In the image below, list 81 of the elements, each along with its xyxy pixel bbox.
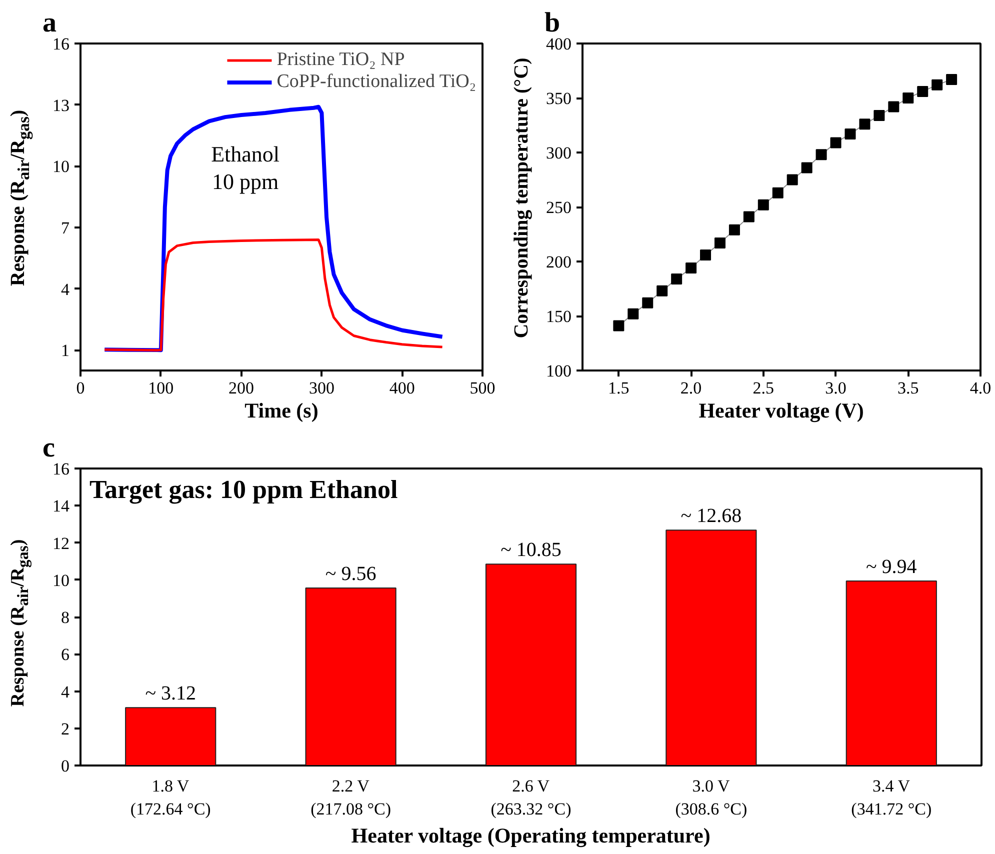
annotation: Target gas: 10 ppm Ethanol <box>90 474 398 504</box>
x-tick-label: 3.5 <box>898 378 919 398</box>
point <box>844 128 856 140</box>
y-tick-label: 14 <box>52 496 70 516</box>
x-tick-label: 0 <box>76 378 85 398</box>
legend-label: CoPP-functionalized TiO₂ <box>276 71 476 93</box>
y-tick-label: 100 <box>546 362 572 380</box>
point <box>874 110 885 121</box>
x-tick-label: 100 <box>148 378 174 398</box>
y-tick-label: 300 <box>546 144 572 162</box>
y-tick-label: 250 <box>546 198 572 217</box>
x-tick-label: 2.2 V (217.08 °C) <box>310 776 392 818</box>
point <box>786 174 798 186</box>
x-tick-label: 200 <box>228 378 254 398</box>
point <box>859 118 870 130</box>
point <box>917 86 928 97</box>
y-tick-label: 12 <box>52 534 70 553</box>
y-tick-label: 1 <box>61 341 70 360</box>
data-label: ~ 9.56 <box>325 563 376 586</box>
x-tick-label: 3.4 V (341.72 °C) <box>851 776 932 818</box>
x-tick-label: 500 <box>470 378 496 398</box>
point <box>801 162 812 174</box>
y-tick-label: 4 <box>61 682 70 702</box>
y-tick-label: 200 <box>546 252 572 272</box>
y-tick-label: 0 <box>61 756 70 776</box>
point <box>714 237 726 248</box>
point <box>816 149 827 160</box>
data-label: ~ 10.85 <box>500 539 562 562</box>
x-tick-label: 4.0 <box>970 378 992 398</box>
point <box>830 137 842 148</box>
x-axis-title: Heater voltage (V) <box>698 398 864 422</box>
y-tick-label: 8 <box>61 608 70 627</box>
x-axis-title: Heater voltage (Operating temperature) <box>351 823 710 848</box>
chart-title: c <box>42 432 55 464</box>
point <box>613 320 624 332</box>
y-tick-label: 16 <box>52 460 70 478</box>
data-label: ~ 12.68 <box>680 505 742 528</box>
y-tick-label: 13 <box>52 96 70 115</box>
point <box>902 92 914 104</box>
y-tick-label: 350 <box>546 89 572 108</box>
y-tick-label: 10 <box>52 570 70 590</box>
x-tick-label: 1.5 <box>608 378 630 398</box>
data-label: ~ 3.12 <box>145 682 196 705</box>
point <box>671 273 682 284</box>
x-tick-label: 2.5 <box>752 378 774 398</box>
point <box>728 224 740 236</box>
point <box>772 187 784 198</box>
x-tick-label: 300 <box>308 378 334 398</box>
y-tick-label: 4 <box>61 280 70 299</box>
point <box>946 74 958 85</box>
annotation: Ethanol 10 ppm <box>211 142 280 194</box>
y-tick-label: 2 <box>61 719 70 738</box>
x-tick-label: 3.0 <box>825 378 846 398</box>
point <box>642 297 654 308</box>
y-tick-label: 6 <box>61 645 70 664</box>
x-tick-label: 2.0 <box>680 378 702 398</box>
x-tick-label: 400 <box>389 378 415 398</box>
x-axis-title: Time (s) <box>244 398 318 422</box>
y-tick-label: 150 <box>546 307 572 326</box>
data-label: ~ 9.94 <box>866 556 917 578</box>
point <box>700 249 712 260</box>
point <box>743 211 754 222</box>
bar <box>125 707 216 766</box>
bar <box>485 564 577 766</box>
y-axis-title: Corresponding temperature (°C) <box>510 57 534 338</box>
point <box>932 79 943 90</box>
point <box>758 199 769 210</box>
point <box>628 308 639 320</box>
bar <box>846 580 937 766</box>
line-series <box>103 238 444 352</box>
y-tick-label: 10 <box>52 157 70 176</box>
y-tick-label: 7 <box>61 218 70 238</box>
legend-label: Pristine TiO₂ NP <box>276 49 405 71</box>
bar <box>305 588 396 766</box>
bar <box>666 530 757 766</box>
point <box>686 262 697 274</box>
point <box>888 101 900 112</box>
point <box>656 285 668 296</box>
x-tick-label: 1.8 V (172.64 °C) <box>130 776 211 818</box>
x-tick-label: 2.6 V (263.32 °C) <box>490 776 572 818</box>
x-tick-label: 3.0 V (308.6 °C) <box>675 776 748 818</box>
